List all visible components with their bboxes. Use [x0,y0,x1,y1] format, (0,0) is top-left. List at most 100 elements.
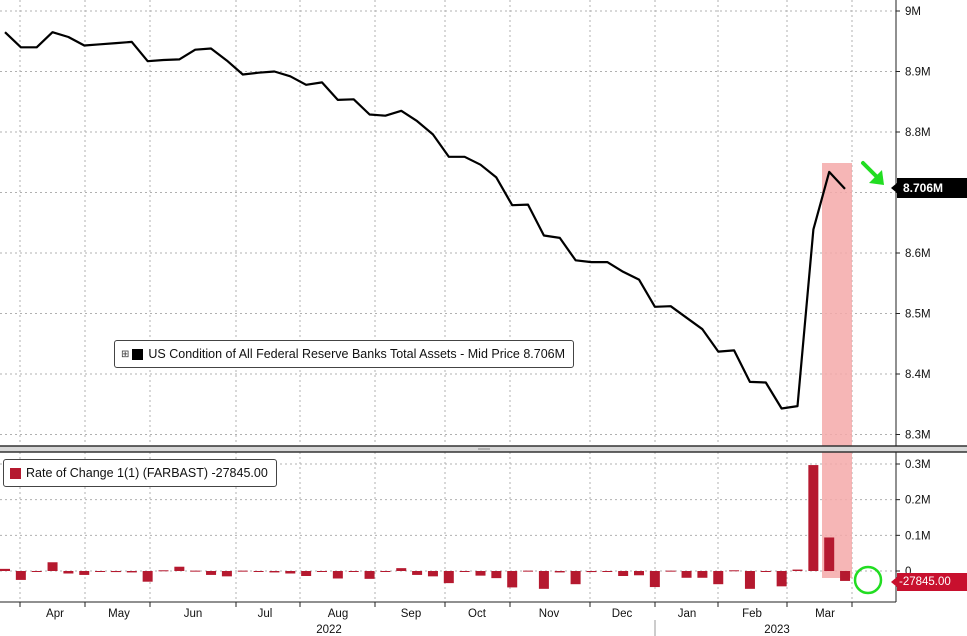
roc-bar-34 [538,571,549,589]
roc-bar-20 [317,571,327,572]
year-label-1: 2023 [764,624,790,636]
roc-bar-19 [301,571,312,576]
roc-bar-37 [586,571,597,573]
green-highlight-circle [853,565,883,595]
green-arrow-head [869,170,884,185]
roc-bar-18 [285,571,296,574]
rate-of-change-bars [0,465,851,589]
roc-value-tag: -27845.00 [897,573,967,591]
main-legend[interactable]: ⊞ US Condition of All Federal Reserve Ba… [114,340,575,368]
roc-bar-15 [237,570,248,572]
xtick-label-7: Nov [539,608,560,620]
ytick-label-top-2: 8.8M [905,127,931,139]
roc-bar-45 [713,571,724,585]
roc-bar-28 [443,571,454,584]
roc-bar-10 [158,570,169,572]
roc-bar-30 [475,571,486,576]
last-value-tag: 8.706M [897,178,967,198]
xtick-label-6: Oct [468,608,487,620]
xtick-label-1: May [108,608,130,620]
roc-bar-1 [15,571,26,580]
roc-bar-33 [523,570,534,572]
annotations [853,161,897,595]
xtick-label-8: Dec [612,608,633,620]
roc-bar-11 [174,566,185,571]
ytick-label-top-0: 9M [905,6,921,18]
ytick-label-top-7: 8.3M [905,430,931,442]
roc-legend-text: Rate of Change 1(1) (FARBAST) -27845.00 [26,466,268,480]
roc-bar-26 [412,571,423,575]
roc-bar-23 [364,571,375,579]
xtick-label-2: Jun [184,608,203,620]
xtick-label-0: Apr [46,608,64,620]
roc-bar-36 [570,571,581,585]
roc-bar-12 [190,570,201,572]
roc-bar-2 [31,571,42,572]
roc-bar-4 [63,571,74,574]
ytick-label-top-1: 8.9M [905,67,931,79]
roc-bar-24 [380,571,391,572]
roc-bar-47 [744,571,755,589]
ytick-label-bot-2: 0.1M [905,530,931,542]
xtick-label-10: Feb [742,608,762,620]
xtick-label-3: Jul [258,608,273,620]
highlight-region [822,163,852,578]
roc-bar-46 [729,570,740,572]
roc-bar-0 [0,568,10,571]
roc-bar-9 [142,571,153,582]
rate-of-change-legend[interactable]: Rate of Change 1(1) (FARBAST) -27845.00 [3,459,277,487]
ytick-label-bot-0: 0.3M [905,459,931,471]
roc-bar-5 [79,571,90,575]
roc-bar-6 [95,571,106,572]
roc-bar-27 [427,571,438,577]
expand-plus-icon[interactable]: ⊞ [121,348,130,360]
roc-bar-7 [110,571,121,573]
ytick-label-top-6: 8.4M [905,369,931,381]
roc-bar-32 [507,571,518,588]
roc-bar-43 [681,571,692,578]
roc-bar-25 [396,568,407,571]
roc-bar-52 [824,537,835,571]
main-legend-text: US Condition of All Federal Reserve Bank… [148,347,566,361]
roc-bar-21 [332,571,343,579]
roc-bar-29 [459,571,470,572]
roc-bar-22 [348,571,359,572]
roc-tag-pointer [891,577,897,587]
roc-bar-53 [840,571,851,581]
roc-bar-51 [808,465,819,571]
xtick-label-5: Sep [401,608,421,620]
roc-bar-41 [649,571,660,588]
ytick-label-top-4: 8.6M [905,248,931,260]
roc-bar-13 [206,571,217,575]
legend-swatch-line [132,348,144,360]
year-label-0: 2022 [316,624,342,636]
total-assets-line [4,31,846,410]
grid-lines [0,0,896,600]
roc-bar-38 [602,571,613,572]
roc-bar-44 [697,571,708,578]
roc-bar-48 [760,571,771,572]
green-arrow-shaft [861,161,880,180]
ytick-label-top-5: 8.5M [905,309,931,321]
total-assets-series-line [4,31,846,410]
roc-bar-14 [221,571,232,577]
roc-bar-16 [253,571,264,572]
roc-bar-3 [47,562,58,571]
highlight-band [822,163,852,578]
last-tag-pointer [891,183,897,193]
roc-bar-39 [618,571,629,576]
xtick-label-9: Jan [678,608,697,620]
roc-bar-35 [554,571,565,573]
roc-bar-40 [634,571,644,576]
ytick-label-bot-3: 0 [905,566,911,578]
roc-bar-42 [665,570,676,572]
roc-bar-31 [491,571,502,579]
roc-bar-50 [792,569,803,571]
roc-bar-8 [126,571,137,573]
xtick-label-4: Aug [328,608,348,620]
ytick-label-bot-1: 0.2M [905,495,931,507]
legend-swatch-bar [10,467,21,479]
xtick-label-11: Mar [815,608,835,620]
